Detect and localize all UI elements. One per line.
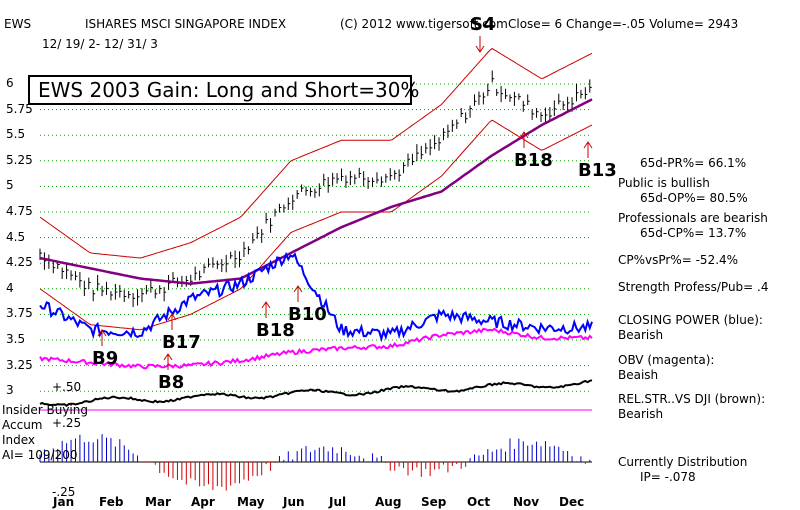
signal-b18a: B18 (256, 320, 295, 341)
buy-arrow (261, 301, 271, 318)
lower-band (39, 119, 593, 331)
month-label: Feb (99, 495, 124, 509)
obv-line (39, 327, 593, 370)
stat-line: REL.STR..VS DJI (brown): (618, 392, 766, 406)
upper-band (39, 47, 593, 259)
month-label: May (237, 495, 265, 509)
stat-line: CLOSING POWER (blue): (618, 313, 763, 327)
month-label: Mar (145, 495, 171, 509)
month-label: Aug (375, 495, 401, 509)
closing-power-line (39, 251, 593, 343)
y-tick-label: 4.75 (6, 204, 33, 218)
stat-line: IP= -.078 (640, 470, 696, 484)
y-tick-label: 4 (6, 280, 14, 295)
signal-s4: S4 (470, 14, 496, 35)
tick-plus50: +.50 (52, 380, 82, 394)
stat-line: Professionals are bearish (618, 211, 768, 225)
indicator-lines (39, 98, 593, 411)
buy-arrow (519, 131, 529, 148)
month-axis: Jan Feb Mar Apr May Jun Jul Aug Sep Oct Nov Dec (52, 495, 584, 509)
price-bars (39, 70, 592, 308)
relstr-line (39, 379, 593, 408)
tick-minus25: -.25 (52, 485, 76, 499)
y-tick-label: 6 (6, 76, 14, 90)
signal-b13: B13 (578, 160, 617, 181)
tick-plus25: +.25 (52, 416, 82, 430)
accumulation-histogram (39, 434, 592, 491)
stat-line: Currently Distribution (618, 455, 748, 469)
signal-b18b: B18 (514, 150, 553, 171)
y-tick-label: 3 (6, 383, 14, 398)
insider-label: Insider Buying (2, 403, 88, 417)
y-tick-label: 3.75 (6, 306, 33, 321)
ai-label: AI= 109/200 (2, 448, 78, 462)
buy-arrow (293, 285, 303, 302)
y-tick-label: 3.5 (6, 332, 26, 346)
signal-b8: B8 (158, 372, 185, 393)
signal-b17: B17 (162, 332, 201, 353)
month-label: Apr (191, 495, 215, 509)
stat-line: 65d-OP%= 80.5% (640, 191, 748, 205)
upper-band-group (39, 47, 593, 259)
index-label: Index (2, 433, 36, 447)
stat-line: OBV (magenta): (618, 353, 715, 367)
stat-line: Strength Profess/Pub= .4 (618, 280, 769, 294)
stat-line: Beaish (618, 368, 659, 382)
y-tick-label: 4.5 (6, 229, 26, 244)
month-label: Dec (559, 495, 584, 509)
stat-line: 65d-CP%= 13.7% (640, 226, 747, 240)
quote-line: Close= 6 Change=-.05 Volume= 2943 (508, 17, 739, 31)
y-tick-label: 5.75 (6, 101, 33, 116)
chart-title-box: EWS 2003 Gain: Long and Short=30% (28, 75, 419, 105)
month-label: Jan (52, 495, 74, 509)
lower-band-group (39, 119, 593, 331)
ticker-label: EWS (4, 17, 32, 31)
fund-name: ISHARES MSCI SINGAPORE INDEX (85, 17, 287, 31)
ma65-line (39, 98, 593, 285)
month-label: Jun (282, 495, 305, 509)
stat-line: 65d-PR%= 66.1% (640, 156, 747, 170)
buy-arrow (167, 313, 177, 330)
signal-b10: B10 (288, 304, 327, 325)
buy-arrow (163, 353, 173, 370)
stat-line: Bearish (618, 328, 664, 342)
buy-arrow (97, 329, 107, 346)
signal-arrows (97, 36, 593, 370)
month-label: Nov (513, 495, 539, 509)
copyright: (C) 2012 www.tigersoft.com (340, 17, 508, 31)
y-tick-label: 4.25 (6, 255, 33, 270)
month-label: Jul (328, 495, 346, 509)
sell-arrow (475, 36, 485, 53)
month-label: Sep (421, 495, 447, 509)
y-tick-label: 5 (6, 178, 14, 193)
buy-arrow (583, 141, 593, 158)
accum-label: Accum (2, 418, 43, 432)
stat-line: CP%vsPr%= -52.4% (618, 253, 739, 267)
stat-line: Bearish (618, 407, 664, 421)
date-range: 12/ 19/ 2- 12/ 31/ 3 (42, 37, 158, 51)
y-tick-label: 5.5 (6, 127, 26, 142)
y-tick-label: 3.25 (6, 357, 33, 372)
y-tick-label: 5.25 (6, 152, 33, 167)
month-label: Oct (467, 495, 490, 509)
signal-b9: B9 (92, 348, 119, 369)
stat-line: Public is bullish (618, 176, 710, 190)
